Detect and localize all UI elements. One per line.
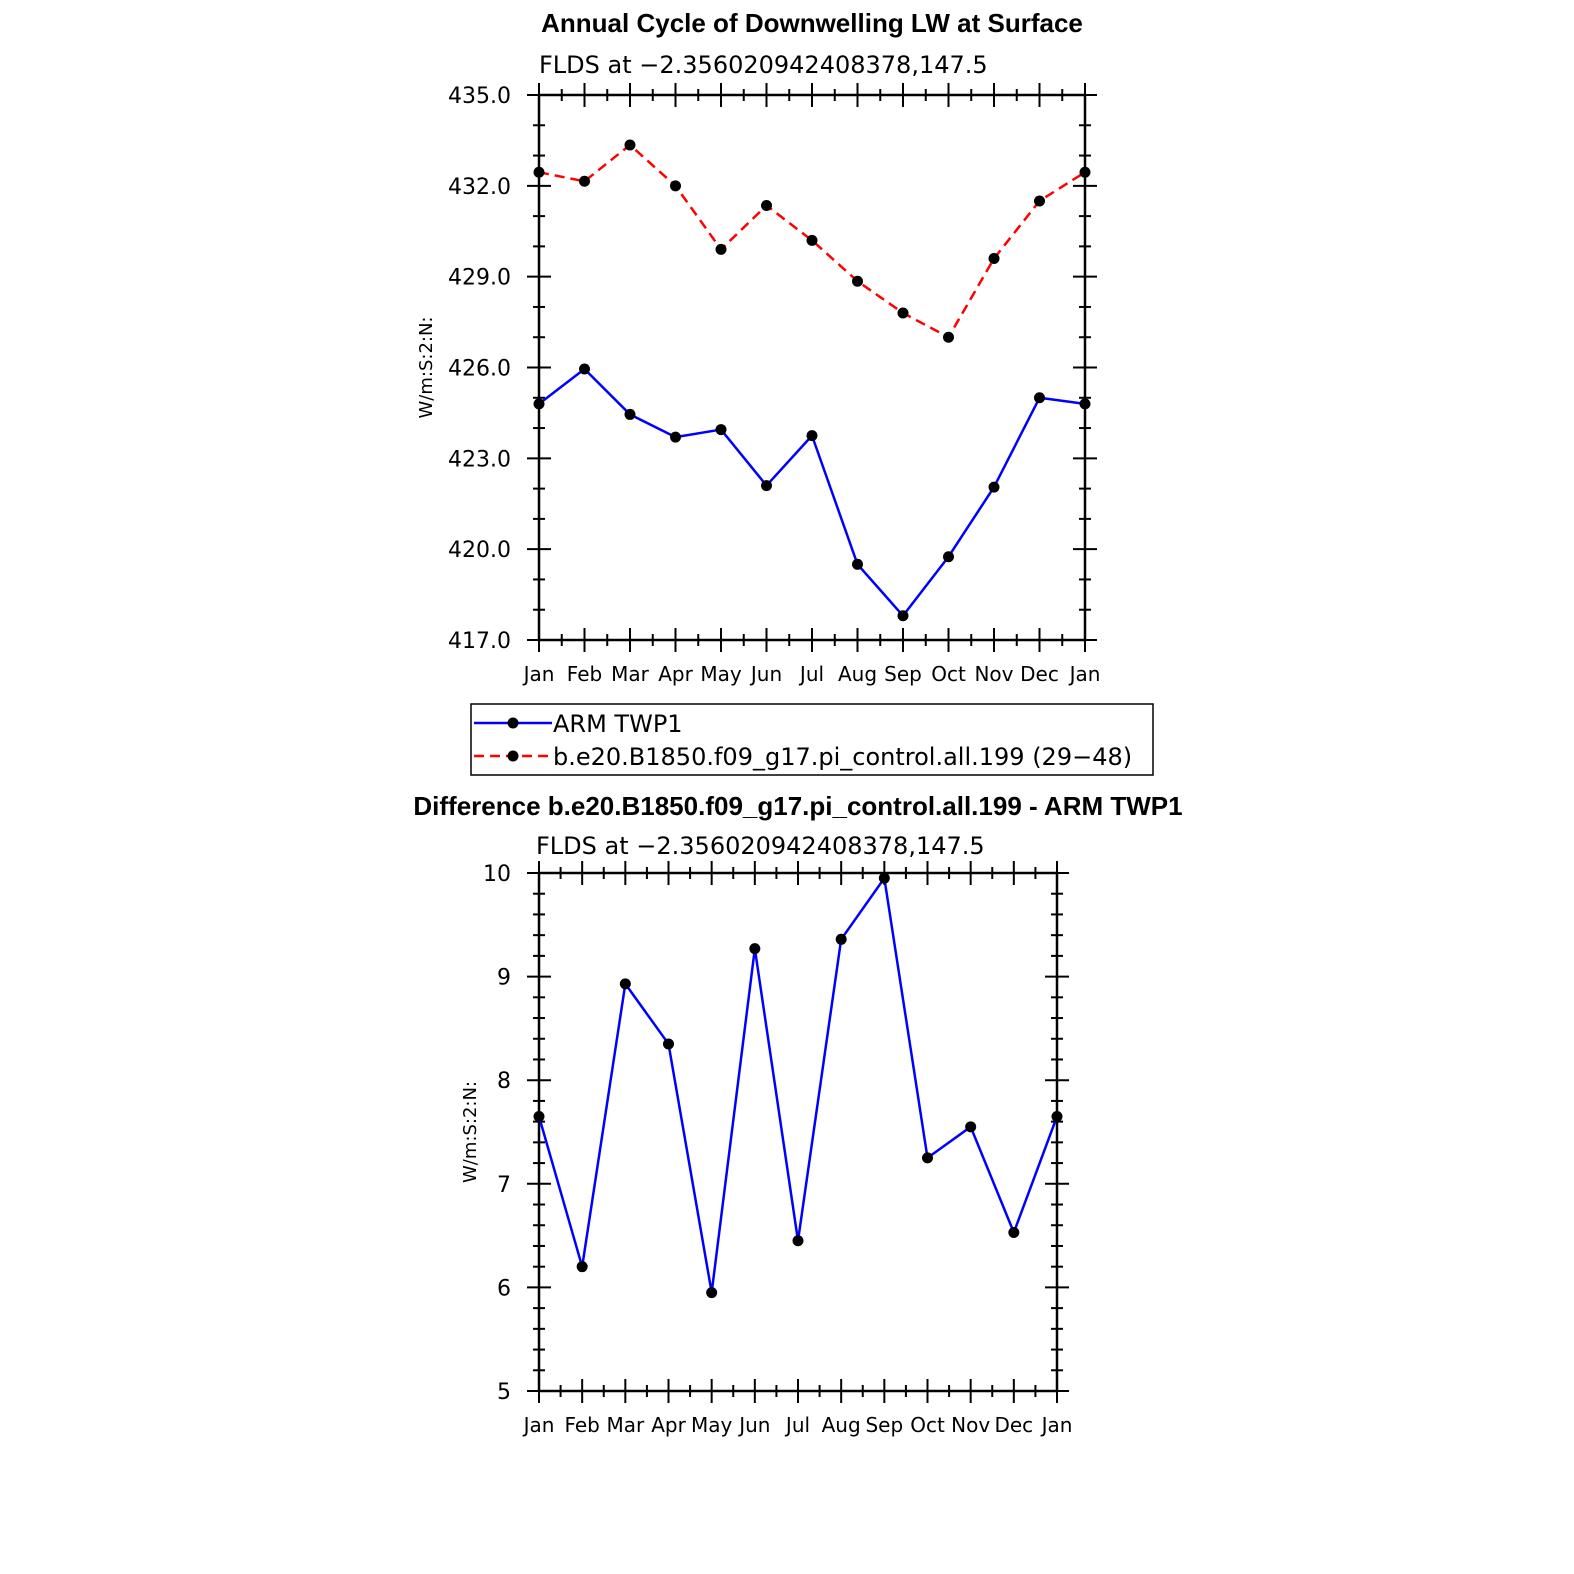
y-tick-label: 432.0 [448, 175, 511, 200]
chart-title: Difference b.e20.B1850.f09_g17.pi_contro… [413, 791, 1182, 821]
x-tick-label: Jul [798, 662, 824, 686]
plot-frame [537, 871, 1059, 1393]
data-point [670, 180, 681, 192]
series-line-1 [537, 876, 1059, 1294]
chart-subtitle: FLDS at −2.356020942408378,147.5 [536, 832, 985, 860]
legend: ARM TWP1 b.e20.B1850.f09_g17.pi_control.a… [470, 703, 1154, 776]
x-tick-label: Jun [737, 1413, 770, 1437]
x-tick-label: Apr [651, 1413, 686, 1437]
chart-1: Annual Cycle of Downwelling LW at Surfac… [416, 8, 1154, 776]
x-tick-label: Sep [884, 662, 922, 686]
x-tick-label: May [700, 662, 742, 686]
x-tick-label: May [691, 1413, 733, 1437]
data-point [624, 408, 636, 420]
data-point [943, 331, 954, 343]
data-point [761, 200, 772, 212]
x-tick-label: Aug [838, 662, 877, 686]
tick-marks [527, 83, 1097, 652]
data-point [579, 175, 590, 187]
x-tick-label: Dec [994, 1413, 1033, 1437]
data-point [715, 243, 727, 255]
chart-2: Difference b.e20.B1850.f09_g17.pi_contro… [413, 791, 1182, 1437]
x-tick-label: Nov [974, 662, 1013, 686]
data-point [576, 1261, 588, 1273]
data-point [706, 1287, 718, 1299]
data-point [761, 480, 772, 492]
data-point [806, 430, 818, 442]
x-tick-label: Oct [910, 1413, 945, 1437]
legend-label: b.e20.B1850.f09_g17.pi_control.all.199 (… [553, 743, 1132, 771]
x-tick-label: Feb [564, 1413, 599, 1437]
y-tick-label: 9 [497, 966, 511, 991]
data-point [1079, 398, 1091, 410]
data-point [670, 431, 681, 443]
x-tick-label: Feb [567, 662, 602, 686]
data-point [1034, 195, 1045, 207]
x-tick-label: Jan [1040, 1413, 1073, 1437]
x-tick-label: Jan [522, 662, 555, 686]
data-point [749, 943, 761, 955]
x-tick-label: Jan [1068, 662, 1101, 686]
data-point [1079, 166, 1091, 178]
y-tick-label: 8 [497, 1069, 511, 1094]
legend-marker [507, 717, 519, 729]
data-point [1051, 1110, 1063, 1122]
x-tick-label: Jun [749, 662, 782, 686]
y-tick-label: 420.0 [448, 538, 511, 563]
data-point [663, 1038, 674, 1050]
y-tick-label: 6 [497, 1276, 511, 1301]
legend-label: ARM TWP1 [553, 710, 683, 738]
data-point [988, 481, 1000, 493]
x-tick-label: Jan [522, 1413, 555, 1437]
chart-title: Annual Cycle of Downwelling LW at Surfac… [541, 8, 1083, 38]
data-point [852, 275, 863, 287]
y-tick-label: 429.0 [448, 266, 511, 291]
y-tick-label: 426.0 [448, 357, 511, 382]
x-tick-label: Mar [611, 662, 650, 686]
x-tick-label: Mar [606, 1413, 645, 1437]
data-point [1008, 1226, 1020, 1238]
data-point [852, 558, 863, 570]
data-point [533, 1110, 545, 1122]
y-tick-label: 435.0 [448, 84, 511, 109]
x-tick-label: Sep [865, 1413, 903, 1437]
data-point [1034, 392, 1045, 404]
data-point [533, 398, 545, 410]
data-point [579, 363, 590, 375]
y-tick-label: 7 [497, 1173, 511, 1198]
x-tick-label: Aug [822, 1413, 861, 1437]
chart-subtitle: FLDS at −2.356020942408378,147.5 [539, 51, 988, 79]
y-tick-label: 10 [483, 862, 511, 887]
data-point [965, 1121, 977, 1133]
data-point [922, 1152, 933, 1164]
x-tick-label: Oct [931, 662, 966, 686]
legend-box [470, 703, 1154, 776]
tick-marks [527, 861, 1069, 1403]
data-point [878, 872, 890, 884]
y-axis-label: W/m:S:2:N: [416, 317, 437, 419]
series-line-1 [538, 367, 1086, 618]
y-tick-label: 417.0 [448, 629, 511, 654]
y-tick-label: 423.0 [448, 447, 511, 472]
x-tick-label: Jul [784, 1413, 810, 1437]
y-tick-label: 5 [497, 1380, 511, 1405]
data-point [897, 307, 909, 319]
data-point [943, 551, 954, 563]
data-point [835, 933, 847, 945]
data-point [533, 166, 545, 178]
data-point [792, 1235, 804, 1247]
data-point [715, 424, 727, 436]
x-tick-label: Nov [951, 1413, 990, 1437]
data-point [988, 253, 1000, 264]
x-tick-label: Apr [658, 662, 693, 686]
plot-frame [537, 93, 1087, 642]
data-point [806, 234, 818, 246]
legend-marker [507, 750, 519, 762]
y-axis-label: W/m:S:2:N: [460, 1081, 481, 1183]
x-tick-label: Dec [1020, 662, 1059, 686]
data-point [897, 610, 909, 622]
data-point [619, 978, 631, 990]
data-point [624, 139, 636, 151]
